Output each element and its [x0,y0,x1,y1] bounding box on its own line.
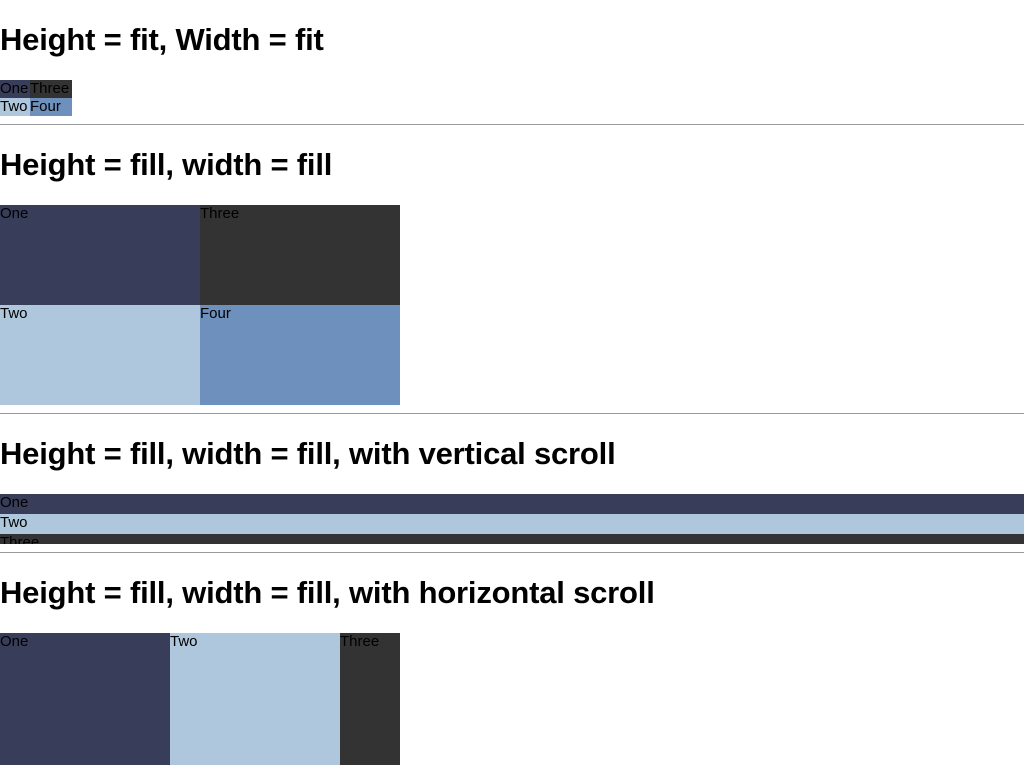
cell-three: Three [30,80,72,98]
section-title-vertical-scroll: Height = fill, width = fill, with vertic… [0,436,616,471]
row-three: Three [0,534,1024,544]
row-one: One [0,494,1024,514]
divider [0,552,1024,553]
cell-one: One [0,80,30,98]
section-fill-fill: Height = fill, width = fill One Three Tw… [0,125,1024,414]
cell-three: Three [200,205,400,305]
cell-four: Four [30,98,72,116]
column-three: Three [340,633,400,765]
section-title-fit-fit: Height = fit, Width = fit [0,22,324,57]
cell-two: Two [0,305,200,405]
cell-four: Four [200,305,400,405]
section-horizontal-scroll: Height = fill, width = fill, with horizo… [0,553,1024,765]
divider [0,124,1024,125]
horizontal-scroll-container[interactable]: One Two Three [0,633,400,765]
vertical-scroll-container[interactable]: One Two Three [0,494,1024,544]
cell-two: Two [0,98,30,116]
column-two: Two [170,633,340,765]
divider [0,413,1024,414]
row-two: Two [0,514,1024,534]
section-fit-fit: Height = fit, Width = fit One Three Two … [0,0,1024,125]
section-title-horizontal-scroll: Height = fill, width = fill, with horizo… [0,575,655,610]
section-title-fill-fill: Height = fill, width = fill [0,147,333,182]
section-vertical-scroll: Height = fill, width = fill, with vertic… [0,414,1024,553]
grid-fit: One Three Two Four [0,80,72,116]
column-one: One [0,633,170,765]
cell-one: One [0,205,200,305]
grid-fill: One Three Two Four [0,205,400,405]
